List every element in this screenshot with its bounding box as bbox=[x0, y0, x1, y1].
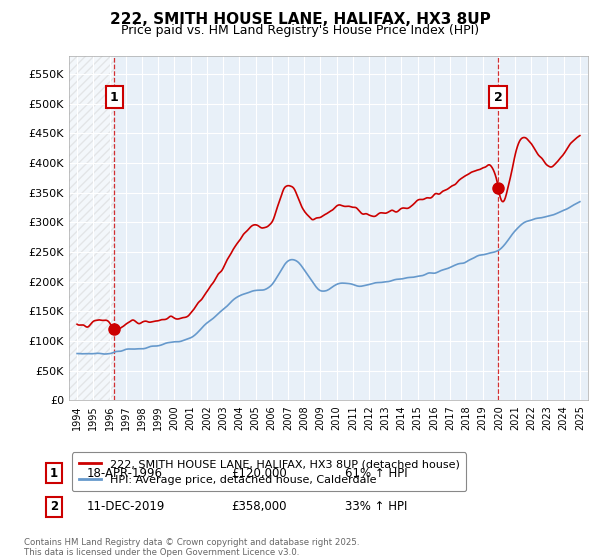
Text: 1: 1 bbox=[50, 466, 58, 480]
Text: 2: 2 bbox=[50, 500, 58, 514]
Bar bbox=[69, 56, 115, 400]
Text: 2: 2 bbox=[494, 91, 502, 104]
Text: £358,000: £358,000 bbox=[231, 500, 287, 514]
Text: 11-DEC-2019: 11-DEC-2019 bbox=[87, 500, 166, 514]
Text: 1: 1 bbox=[110, 91, 119, 104]
Text: 33% ↑ HPI: 33% ↑ HPI bbox=[345, 500, 407, 514]
Text: 222, SMITH HOUSE LANE, HALIFAX, HX3 8UP: 222, SMITH HOUSE LANE, HALIFAX, HX3 8UP bbox=[110, 12, 490, 27]
Text: £120,000: £120,000 bbox=[231, 466, 287, 480]
Legend: 222, SMITH HOUSE LANE, HALIFAX, HX3 8UP (detached house), HPI: Average price, de: 222, SMITH HOUSE LANE, HALIFAX, HX3 8UP … bbox=[72, 452, 466, 491]
Text: 61% ↑ HPI: 61% ↑ HPI bbox=[345, 466, 407, 480]
Text: 18-APR-1996: 18-APR-1996 bbox=[87, 466, 163, 480]
Text: Price paid vs. HM Land Registry's House Price Index (HPI): Price paid vs. HM Land Registry's House … bbox=[121, 24, 479, 37]
Text: Contains HM Land Registry data © Crown copyright and database right 2025.
This d: Contains HM Land Registry data © Crown c… bbox=[24, 538, 359, 557]
